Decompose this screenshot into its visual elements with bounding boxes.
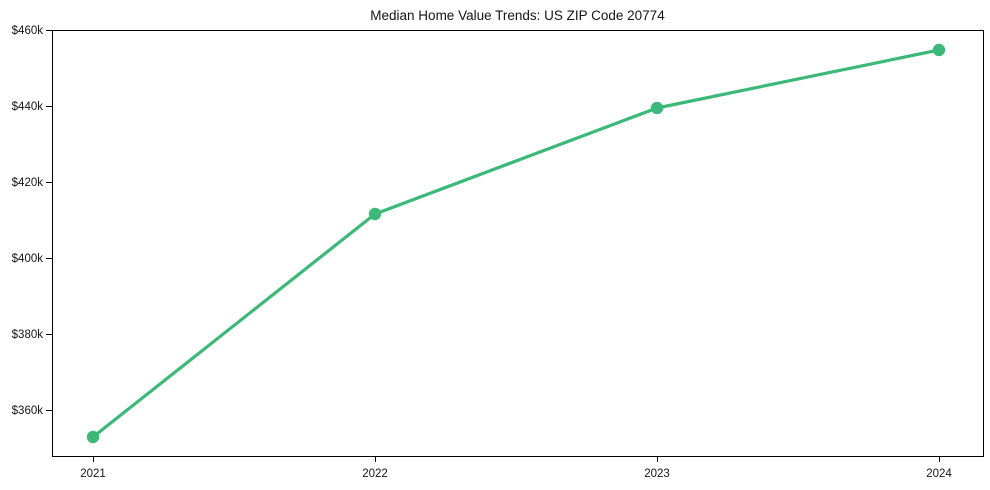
svg-text:2023: 2023: [644, 468, 670, 480]
svg-text:$460k: $460k: [12, 25, 44, 37]
svg-text:2024: 2024: [926, 468, 952, 480]
svg-text:$380k: $380k: [12, 329, 44, 341]
svg-text:$400k: $400k: [12, 253, 44, 265]
svg-text:2021: 2021: [80, 468, 106, 480]
svg-text:2022: 2022: [362, 468, 388, 480]
svg-text:$420k: $420k: [12, 177, 44, 189]
svg-text:$440k: $440k: [12, 101, 44, 113]
svg-text:$360k: $360k: [12, 405, 44, 417]
